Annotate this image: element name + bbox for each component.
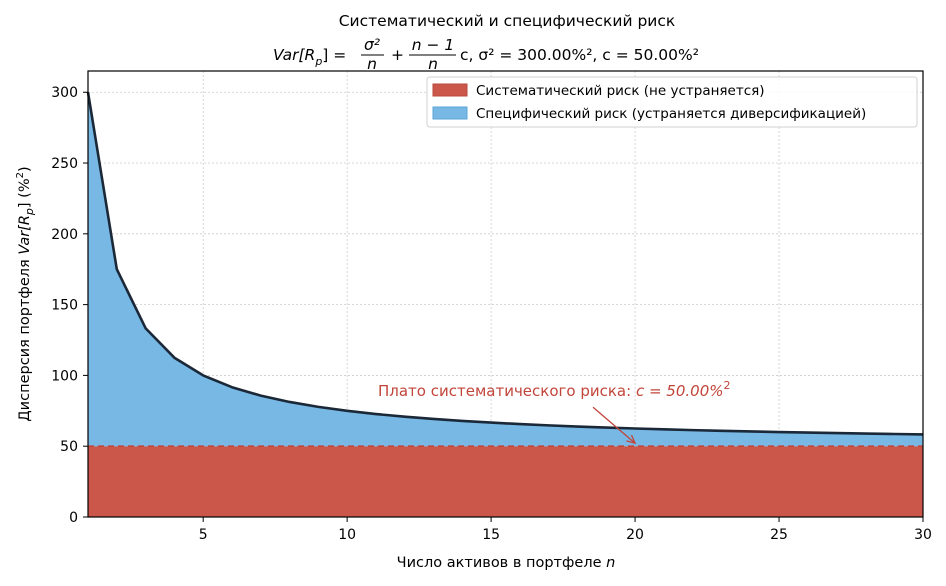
formula-frac1-num: σ² xyxy=(364,36,380,54)
y-tick-label: 50 xyxy=(60,439,78,455)
formula-plus: + xyxy=(391,46,404,64)
y-tick-label: 300 xyxy=(51,85,78,101)
formula-lhs-sub: p xyxy=(314,55,322,68)
area-specific xyxy=(88,92,923,447)
plateau-annotation-arrowhead xyxy=(626,434,637,445)
x-tick-label: 30 xyxy=(914,527,932,543)
x-tick-label: 25 xyxy=(770,527,788,543)
formula-lhs: Var[R xyxy=(273,46,315,64)
formula-frac1-den: n xyxy=(367,55,377,73)
x-tick-label: 20 xyxy=(626,527,644,543)
total-variance-line xyxy=(86,92,924,436)
y-tick-label: 250 xyxy=(51,156,78,172)
stacked-areas xyxy=(88,92,923,517)
x-axis-label: Число активов в портфеле n xyxy=(397,555,616,571)
legend-label-systematic: Систематический риск (не устраняется) xyxy=(476,83,765,99)
y-axis-label: Дисперсия портфеля Var[Rp] (%2) xyxy=(15,166,36,421)
y-tick-label: 0 xyxy=(69,510,78,526)
series-lines xyxy=(86,92,924,448)
chart-title: Систематический и специфический риск xyxy=(339,12,676,30)
plateau-annotation-text: Плато систематического риска: c = 50.00%… xyxy=(378,379,730,400)
x-tick-label: 5 xyxy=(199,527,208,543)
x-tick-label: 15 xyxy=(482,527,500,543)
y-tick-label: 150 xyxy=(51,298,78,314)
plateau-annotation: Плато систематического риска: c = 50.00%… xyxy=(378,379,730,445)
x-axis: 5 10 15 20 25 30 xyxy=(199,517,932,543)
y-axis: 0 50 100 150 200 250 300 xyxy=(51,85,88,526)
y-tick-label: 100 xyxy=(51,368,78,384)
plateau-annotation-arrow xyxy=(592,406,636,444)
svg-text:Var[Rp] =: Var[Rp] = xyxy=(273,46,346,68)
legend: Систематический риск (не устраняется) Сп… xyxy=(426,76,918,128)
area-systematic xyxy=(88,446,923,517)
legend-box xyxy=(426,76,918,128)
legend-label-specific: Специфический риск (устраняется диверсиф… xyxy=(476,106,866,122)
formula-frac2-den: n xyxy=(428,55,438,73)
legend-swatch-specific xyxy=(432,106,468,120)
plot-frame xyxy=(87,70,924,518)
formula-lhs-close: ] = xyxy=(322,46,346,64)
chart-subtitle-formula: Var[Rp] = σ² n + n − 1 n c, σ² = 300.00%… xyxy=(273,36,699,73)
formula-frac2-num: n − 1 xyxy=(412,36,455,54)
formula-tail: c, σ² = 300.00%², c = 50.00%² xyxy=(460,46,699,64)
legend-swatch-systematic xyxy=(432,83,468,97)
x-tick-label: 10 xyxy=(338,527,356,543)
y-tick-label: 200 xyxy=(51,227,78,243)
